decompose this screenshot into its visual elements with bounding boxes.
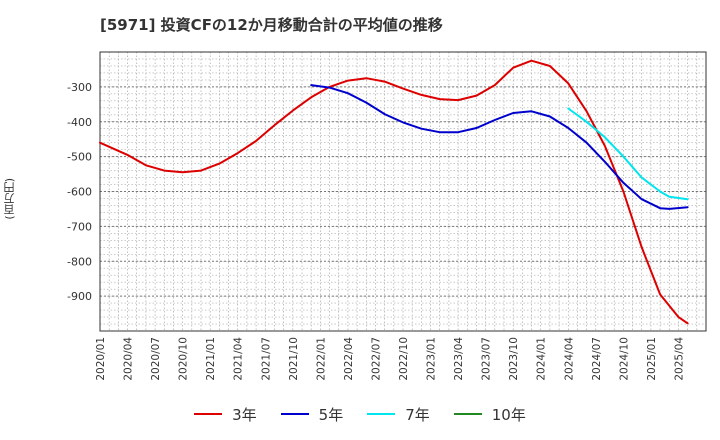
- x-tick-label: 2022/01: [315, 337, 327, 381]
- legend-label: 10年: [491, 405, 526, 424]
- series-line-2: [567, 107, 689, 201]
- y-tick-label: -400: [67, 116, 92, 129]
- y-tick-label: -700: [67, 220, 92, 233]
- chart-title: [5971] 投資CFの12か月移動合計の平均値の推移: [100, 16, 443, 34]
- legend-item: 5年: [280, 404, 344, 425]
- series-line-0: [99, 59, 689, 325]
- x-tick-label: 2021/07: [260, 337, 272, 381]
- legend-swatch: [367, 413, 396, 415]
- y-tick-label: -300: [67, 81, 92, 94]
- x-tick-label: 2024/01: [536, 337, 548, 381]
- y-tick-label: -500: [67, 151, 92, 164]
- legend-item: 3年: [194, 404, 257, 425]
- x-tick-label: 2024/10: [618, 337, 630, 381]
- x-tick-label: 2021/10: [288, 337, 300, 381]
- x-tick-label: 2022/04: [343, 337, 355, 381]
- y-tick-label: -600: [67, 186, 92, 199]
- x-tick-label: 2023/04: [453, 337, 465, 381]
- x-tick-label: 2021/04: [233, 337, 245, 381]
- legend-label: 5年: [318, 405, 344, 424]
- series-line-1: [310, 84, 689, 210]
- legend-swatch: [280, 413, 309, 415]
- x-tick-label: 2025/01: [646, 337, 658, 381]
- x-tick-label: 2022/07: [370, 337, 382, 381]
- x-tick-label: 2023/07: [481, 337, 493, 381]
- x-tick-label: 2023/10: [508, 337, 520, 381]
- y-tick-label: -800: [67, 255, 92, 268]
- x-tick-label: 2023/01: [426, 337, 438, 381]
- x-tick-label: 2025/04: [673, 337, 685, 381]
- x-tick-label: 2020/07: [150, 337, 162, 381]
- x-tick-label: 2021/01: [205, 337, 217, 381]
- legend-label: 3年: [232, 405, 257, 424]
- x-tick-label: 2022/10: [398, 337, 410, 381]
- legend-item: 7年: [367, 404, 430, 425]
- legend-label: 7年: [405, 405, 430, 424]
- legend-swatch: [453, 413, 482, 415]
- x-tick-label: 2024/04: [563, 337, 575, 381]
- plot-border: [99, 51, 707, 332]
- legend-swatch: [194, 413, 223, 415]
- x-tick-label: 2020/04: [123, 337, 135, 381]
- x-tick-label: 2024/07: [591, 337, 603, 381]
- x-tick-label: 2020/01: [95, 337, 107, 381]
- y-tick-label: -900: [67, 290, 92, 303]
- legend: 3年 5年 7年 10年: [0, 402, 720, 426]
- legend-item: 10年: [453, 404, 526, 425]
- x-tick-label: 2020/10: [178, 337, 190, 381]
